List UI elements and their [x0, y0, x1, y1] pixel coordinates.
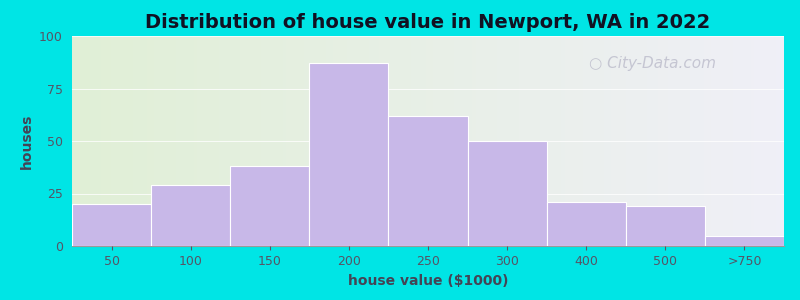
- Y-axis label: houses: houses: [19, 113, 34, 169]
- Bar: [151, 185, 230, 246]
- Bar: [310, 63, 389, 246]
- X-axis label: house value ($1000): house value ($1000): [348, 274, 508, 288]
- Text: ○ City-Data.com: ○ City-Data.com: [589, 56, 716, 71]
- Title: Distribution of house value in Newport, WA in 2022: Distribution of house value in Newport, …: [146, 13, 710, 32]
- Bar: [72, 204, 151, 246]
- Bar: [230, 166, 310, 246]
- Bar: [546, 202, 626, 246]
- Bar: [626, 206, 705, 246]
- Bar: [389, 116, 467, 246]
- Bar: [705, 236, 784, 246]
- Bar: [467, 141, 546, 246]
